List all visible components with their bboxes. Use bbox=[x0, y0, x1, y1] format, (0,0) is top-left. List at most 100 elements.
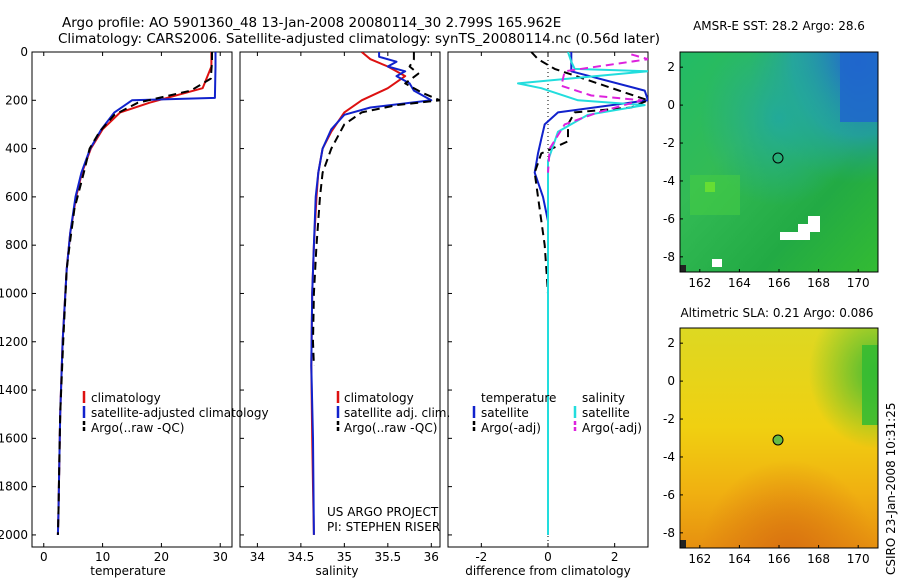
sla-green-edge bbox=[862, 345, 878, 425]
legend-title-salinity: salinity bbox=[582, 391, 625, 405]
legend-title-temperature: temperature bbox=[481, 391, 556, 405]
legend-label-satellite: satellite-adjusted climatology bbox=[91, 406, 269, 420]
map-y-tick-label: -2 bbox=[663, 412, 675, 426]
temperature-legend: climatology satellite-adjusted climatolo… bbox=[82, 391, 269, 435]
project-annotation: US ARGO PROJECT bbox=[327, 505, 439, 519]
sst-argo-marker bbox=[772, 152, 784, 164]
sst-land-edge bbox=[680, 265, 686, 272]
temperature-tick-label: 10 bbox=[95, 550, 110, 564]
map-x-tick-label: 162 bbox=[688, 276, 711, 290]
series-line-salinity-argo-adj- bbox=[547, 53, 648, 173]
map-x-tick-label: 168 bbox=[807, 276, 830, 290]
difference-x-axis: -2 0 2 bbox=[475, 52, 618, 564]
map-y-tick-label: -6 bbox=[663, 488, 675, 502]
sst-map bbox=[680, 52, 878, 272]
series-line-satellite-adjusted-climatology bbox=[56, 52, 217, 535]
depth-tick-label: 1800 bbox=[0, 480, 28, 494]
map-y-tick-label: -4 bbox=[663, 450, 675, 464]
series-line-argo-raw-qc- bbox=[312, 52, 440, 366]
legend-label-temp-argo: Argo(-adj) bbox=[481, 421, 541, 435]
series-line-salinity-satellite bbox=[517, 52, 648, 535]
sla-map-axes: 162 164 166 168 170 -8 -6 -4 -2 0 2 bbox=[663, 336, 870, 566]
map-y-tick-label: -4 bbox=[663, 174, 675, 188]
map-x-tick-label: 164 bbox=[728, 552, 751, 566]
series-line-climatology bbox=[56, 52, 213, 535]
depth-tick-label: 1000 bbox=[0, 286, 28, 300]
temperature-tick-label: 0 bbox=[40, 550, 48, 564]
map-x-tick-label: 170 bbox=[847, 276, 870, 290]
temperature-x-axis: 0 10 20 30 bbox=[40, 52, 228, 564]
depth-tick-label: 800 bbox=[5, 238, 28, 252]
map-y-tick-label: 2 bbox=[667, 60, 675, 74]
series-line-climatology bbox=[310, 52, 407, 535]
salinity-tick-label: 36 bbox=[424, 550, 439, 564]
legend-label-argo: Argo(..raw -QC) bbox=[91, 421, 184, 435]
salinity-tick-label: 34 bbox=[250, 550, 265, 564]
sla-argo-marker bbox=[772, 434, 784, 446]
temperature-plot-frame bbox=[31, 51, 233, 548]
sla-land-edge bbox=[680, 540, 686, 548]
sst-green-patch-2 bbox=[705, 182, 715, 192]
legend-label-climatology: climatology bbox=[344, 391, 414, 405]
map-y-tick-label: -8 bbox=[663, 250, 675, 264]
map-y-tick-label: -6 bbox=[663, 212, 675, 226]
depth-tick-label: 2000 bbox=[0, 528, 28, 542]
series-line-temperature-argo-adj- bbox=[530, 52, 648, 342]
salinity-legend: climatology satellite adj. clim. Argo(..… bbox=[336, 391, 450, 435]
legend-label-temp-satellite: satellite bbox=[481, 406, 529, 420]
temperature-tick-label: 30 bbox=[213, 550, 228, 564]
salinity-tick-label: 34.5 bbox=[288, 550, 315, 564]
figure-title-line1: Argo profile: AO 5901360_48 13-Jan-2008 … bbox=[62, 15, 561, 31]
temperature-axis-label: temperature bbox=[90, 564, 165, 578]
salinity-x-axis: 34 34.5 35 35.5 36 bbox=[250, 52, 439, 564]
salinity-plot-frame bbox=[239, 51, 441, 548]
map-x-tick-label: 162 bbox=[688, 552, 711, 566]
salinity-tick-label: 35 bbox=[337, 550, 352, 564]
map-y-tick-label: -8 bbox=[663, 526, 675, 540]
legend-label-sal-satellite: satellite bbox=[582, 406, 630, 420]
map-y-tick-label: 2 bbox=[667, 336, 675, 350]
sst-map-title: AMSR-E SST: 28.2 Argo: 28.6 bbox=[693, 19, 865, 33]
depth-tick-label: 200 bbox=[5, 93, 28, 107]
series-line-argo-raw-qc- bbox=[56, 52, 213, 535]
legend-label-argo: Argo(..raw -QC) bbox=[344, 421, 437, 435]
depth-tick-label: 0 bbox=[20, 45, 28, 59]
depth-axis: 0 200 400 600 800 1000 1200 1400 1600 1800 2000 bbox=[0, 45, 452, 542]
figure-title-line2: Climatology: CARS2006. Satellite-adjuste… bbox=[58, 31, 660, 47]
map-x-tick-label: 166 bbox=[768, 276, 791, 290]
series-line-satellite-adj-clim- bbox=[310, 52, 433, 535]
temperature-series bbox=[56, 52, 217, 535]
sst-green-patch bbox=[690, 175, 740, 215]
difference-tick-label: 2 bbox=[611, 550, 619, 564]
depth-tick-label: 600 bbox=[5, 190, 28, 204]
difference-axis-label: difference from climatology bbox=[465, 564, 631, 578]
legend-label-climatology: climatology bbox=[91, 391, 161, 405]
sst-missing-data bbox=[712, 216, 820, 267]
depth-tick-label: 1600 bbox=[0, 431, 28, 445]
side-timestamp-label: CSIRO 23-Jan-2008 10:31:25 bbox=[884, 403, 898, 575]
sst-blue-patch bbox=[840, 52, 878, 122]
difference-legend: temperature satellite Argo(-adj) salinit… bbox=[472, 391, 642, 435]
salinity-axis-label: salinity bbox=[315, 564, 358, 578]
sst-map-axes: 162 164 166 168 170 -8 -6 -4 -2 0 2 bbox=[663, 60, 870, 290]
difference-tick-label: -2 bbox=[475, 550, 487, 564]
map-x-tick-label: 168 bbox=[807, 552, 830, 566]
salinity-series bbox=[310, 52, 440, 535]
depth-tick-label: 1400 bbox=[0, 383, 28, 397]
map-y-tick-label: 0 bbox=[667, 98, 675, 112]
pi-annotation: PI: STEPHEN RISER bbox=[327, 520, 440, 534]
temperature-tick-label: 20 bbox=[154, 550, 169, 564]
salinity-tick-label: 35.5 bbox=[374, 550, 401, 564]
legend-label-sal-argo: Argo(-adj) bbox=[582, 421, 642, 435]
depth-tick-label: 400 bbox=[5, 142, 28, 156]
series-line-temperature-satellite bbox=[533, 52, 648, 535]
legend-label-satellite: satellite adj. clim. bbox=[344, 406, 450, 420]
sla-map-title: Altimetric SLA: 0.21 Argo: 0.086 bbox=[680, 306, 873, 320]
map-y-tick-label: 0 bbox=[667, 374, 675, 388]
difference-series bbox=[517, 52, 648, 535]
map-y-tick-label: -2 bbox=[663, 136, 675, 150]
difference-tick-label: 0 bbox=[544, 550, 552, 564]
map-x-tick-label: 170 bbox=[847, 552, 870, 566]
map-x-tick-label: 166 bbox=[768, 552, 791, 566]
